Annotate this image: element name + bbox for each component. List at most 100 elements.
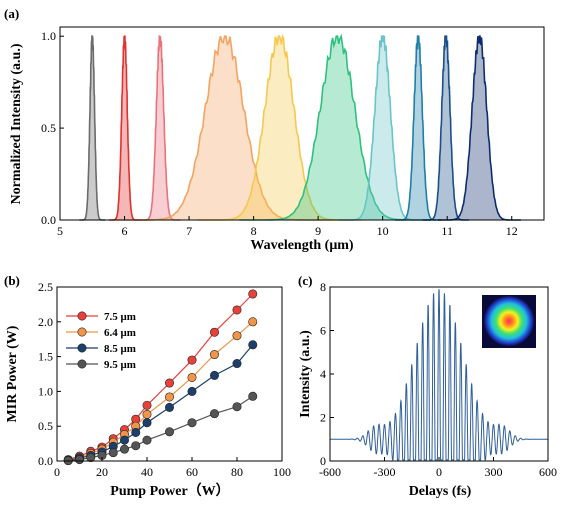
power-data-point <box>248 289 258 299</box>
spectrum-fill <box>116 36 333 221</box>
spectrum-fill <box>139 36 181 221</box>
panel-b-x-tick-label: 100 <box>273 465 291 479</box>
panel-a: (a) 5 6 7 8 9 10 11 12 0.0 0.5 1.0 Wavelength (μm… <box>4 6 545 253</box>
panel-b-y-tick-label: 0.0 <box>38 454 53 468</box>
panel-c-x-tick-label: -300 <box>374 465 396 479</box>
power-data-point <box>248 340 258 350</box>
panel-c-y-tick-label: 2 <box>320 411 326 425</box>
panel-a-y-ticks: 0.0 0.5 1.0 <box>41 29 64 227</box>
power-data-point <box>165 378 175 388</box>
panel-a-x-axis-title: Wavelength (μm) <box>250 238 354 253</box>
power-data-point <box>187 386 197 396</box>
power-data-point <box>165 427 175 437</box>
power-data-point <box>210 409 220 419</box>
spectrum-fill <box>394 36 442 221</box>
panel-a-y-tick-label: 0.0 <box>41 213 56 227</box>
power-data-point <box>248 317 258 327</box>
power-data-point <box>187 372 197 382</box>
panel-c-x-ticks: -600 -300 0 300 600 <box>319 457 557 479</box>
power-data-point <box>120 444 130 454</box>
panel-a-x-ticks: 5 6 7 8 9 10 11 12 <box>57 216 518 238</box>
panel-b-x-tick-label: 0 <box>54 465 60 479</box>
power-data-point <box>131 441 141 451</box>
legend-marker <box>77 327 87 337</box>
spectrum-fill <box>79 36 106 221</box>
panel-c-x-tick-label: 0 <box>436 465 442 479</box>
panel-a-label: (a) <box>4 6 19 21</box>
panel-c-plot <box>330 289 548 461</box>
power-series-line <box>68 344 254 461</box>
panel-b-y-tick-label: 1.5 <box>38 350 53 364</box>
panel-b-x-ticks: 0 20 40 60 80 100 <box>54 457 291 479</box>
panel-b-x-tick-label: 60 <box>186 465 198 479</box>
panel-a-x-tick-label: 5 <box>57 224 63 238</box>
power-data-point <box>232 359 242 369</box>
panel-b-label: (b) <box>4 273 20 288</box>
panel-c-x-tick-label: 600 <box>539 465 557 479</box>
panel-c-y-ticks: 0 2 4 6 8 <box>320 280 334 468</box>
power-data-point <box>131 427 141 437</box>
spectrum-fill <box>239 36 436 221</box>
power-data-point <box>210 327 220 337</box>
legend-marker <box>77 311 87 321</box>
panel-b-x-tick-label: 80 <box>231 465 243 479</box>
panel-c-y-tick-label: 6 <box>320 324 326 338</box>
panel-a-x-tick-label: 8 <box>251 224 257 238</box>
power-data-point <box>210 350 220 360</box>
beam-inset-spot <box>484 296 534 346</box>
power-data-point <box>187 355 197 365</box>
power-data-point <box>232 402 242 412</box>
panel-a-x-tick-label: 6 <box>122 224 128 238</box>
panel-a-x-tick-label: 9 <box>315 224 321 238</box>
panel-b-y-axis-title: MIR Power (W) <box>5 325 20 422</box>
power-data-point <box>232 331 242 341</box>
panel-a-y-tick-label: 0.5 <box>41 121 56 135</box>
power-data-point <box>142 400 152 410</box>
panel-b-y-tick-label: 2.0 <box>38 315 53 329</box>
spectrum-fill <box>109 36 141 221</box>
panel-a-x-tick-label: 10 <box>377 224 389 238</box>
panel-b: (b) 0 20 40 60 80 100 0.0 0.5 1.0 1.5 2.0 2.5 7.5 … <box>4 273 291 499</box>
panel-a-x-tick-label: 11 <box>441 224 453 238</box>
power-data-point <box>142 409 152 419</box>
panel-b-y-ticks: 0.0 0.5 1.0 1.5 2.0 2.5 <box>38 280 61 468</box>
power-data-point <box>165 402 175 412</box>
power-data-point <box>142 435 152 445</box>
panel-a-frame <box>59 26 545 221</box>
legend-label: 6.4 μm <box>104 327 136 339</box>
power-data-point <box>120 435 130 445</box>
panel-b-y-tick-label: 1.0 <box>38 384 53 398</box>
panel-c-y-axis-title: Intensity (a.u.) <box>298 330 313 418</box>
panel-b-plot <box>63 289 258 466</box>
spectrum-fill <box>196 36 363 221</box>
legend-label: 9.5 μm <box>104 359 136 371</box>
panel-a-x-tick-label: 7 <box>186 224 192 238</box>
panel-a-x-tick-label: 12 <box>506 224 518 238</box>
panel-b-x-tick-label: 40 <box>141 465 153 479</box>
panel-c-label: (c) <box>298 273 312 288</box>
legend-marker <box>77 359 87 369</box>
spectrum-fill <box>422 36 470 221</box>
power-data-point <box>232 305 242 315</box>
panel-c-y-tick-label: 0 <box>320 454 326 468</box>
legend-label: 8.5 μm <box>104 343 136 355</box>
panel-b-x-tick-label: 20 <box>96 465 108 479</box>
panel-a-plot <box>60 33 544 221</box>
panel-b-frame <box>56 286 283 462</box>
power-data-point <box>165 392 175 402</box>
beam-profile-inset <box>482 295 536 348</box>
panel-c-x-tick-label: -600 <box>319 465 341 479</box>
panel-c-x-axis-title: Delays (fs) <box>409 484 472 499</box>
panel-b-y-tick-label: 2.5 <box>38 280 53 294</box>
power-data-point <box>142 418 152 428</box>
panel-c-y-tick-label: 4 <box>320 367 326 381</box>
power-data-point <box>248 391 258 401</box>
panel-c-y-tick-label: 8 <box>320 280 326 294</box>
spectrum-fill <box>338 36 427 221</box>
autocorrelation-trace <box>330 289 548 461</box>
panel-a-y-axis-title: Normalized Intensity (a.u.) <box>9 43 24 204</box>
panel-c: (c) -600 -300 0 300 600 0 2 4 6 8 Delays (fs) In… <box>298 273 557 499</box>
panel-a-y-tick-label: 1.0 <box>41 29 56 43</box>
panel-c-x-tick-label: 300 <box>485 465 503 479</box>
